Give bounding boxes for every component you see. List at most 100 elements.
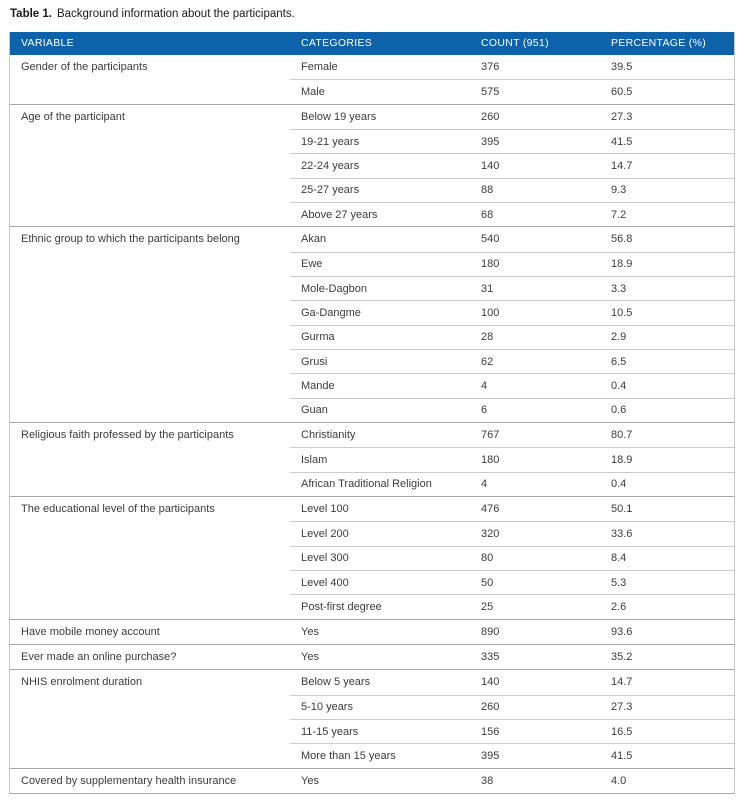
category-cell: More than 15 years <box>290 743 470 767</box>
percentage-cell: 35.2 <box>611 651 633 664</box>
variable-group: Covered by supplementary health insuranc… <box>10 767 734 793</box>
table-row: More than 15 years 395 41.5 <box>10 743 734 767</box>
table-row: Gender of the participants Female 376 39.5 <box>10 55 734 79</box>
category-cell: Level 400 <box>290 569 470 594</box>
variable-cell <box>10 202 290 226</box>
variable-cell <box>10 472 290 496</box>
percentage-cell: 7.2 <box>600 201 734 226</box>
table-row: Level 400 50 5.3 <box>10 569 734 594</box>
percentage-cell: 2.6 <box>600 594 734 618</box>
variable-cell <box>10 546 290 570</box>
count-cell: 88 <box>470 177 600 202</box>
column-header-categories: CATEGORIES <box>301 37 373 49</box>
category-cell: 19-21 years <box>290 128 470 153</box>
count-cell: 376 <box>481 61 500 74</box>
count-cell: 68 <box>470 201 600 226</box>
count-cell: 260 <box>481 110 500 123</box>
variable-cell: NHIS enrolment duration <box>21 676 143 689</box>
variable-cell <box>10 178 290 202</box>
category-cell: Level 100 <box>301 503 349 516</box>
percentage-cell: 0.4 <box>600 373 734 397</box>
percentage-cell: 9.3 <box>600 177 734 202</box>
percentage-cell: 3.3 <box>600 275 734 300</box>
table-row: Mole-Dagbon 31 3.3 <box>10 275 734 300</box>
variable-cell <box>10 252 290 276</box>
variable-cell: Covered by supplementary health insuranc… <box>21 774 237 787</box>
variable-group: Have mobile money account Yes 890 93.6 <box>10 618 734 644</box>
count-cell: 4 <box>470 373 600 397</box>
table-row: Above 27 years 68 7.2 <box>10 201 734 226</box>
category-cell: Male <box>290 79 470 103</box>
variable-cell <box>10 521 290 545</box>
count-cell: 38 <box>481 774 494 787</box>
count-cell: 31 <box>470 275 600 300</box>
variable-group: Ethnic group to which the participants b… <box>10 226 734 422</box>
variable-group: Religious faith professed by the partici… <box>10 421 734 496</box>
variable-cell <box>10 570 290 594</box>
table-row: The educational level of the participant… <box>10 497 734 521</box>
table-row: Ever made an online purchase? Yes 335 35.2 <box>10 645 734 669</box>
table-row: 22-24 years 140 14.7 <box>10 153 734 177</box>
variable-cell <box>10 325 290 349</box>
percentage-cell: 10.5 <box>600 300 734 324</box>
percentage-cell: 39.5 <box>611 61 633 74</box>
table-row: Level 300 80 8.4 <box>10 545 734 570</box>
count-cell: 140 <box>470 153 600 177</box>
category-cell: Christianity <box>301 429 356 442</box>
count-cell: 100 <box>470 300 600 324</box>
category-cell: Guan <box>290 397 470 422</box>
variable-group: The educational level of the participant… <box>10 495 734 619</box>
table-caption: Table 1. Background information about the… <box>10 8 295 20</box>
category-cell: Ga-Dangme <box>290 300 470 324</box>
count-cell: 180 <box>470 447 600 471</box>
count-cell: 335 <box>481 651 500 664</box>
percentage-cell: 4.0 <box>611 774 627 787</box>
category-cell: African Traditional Religion <box>290 471 470 496</box>
variable-cell <box>10 695 290 719</box>
percentage-cell: 27.3 <box>611 110 633 123</box>
variable-cell <box>10 276 290 300</box>
category-cell: Akan <box>301 233 327 246</box>
variable-cell <box>10 153 290 177</box>
percentage-cell: 5.3 <box>600 569 734 594</box>
percentage-cell: 41.5 <box>600 743 734 767</box>
variable-cell <box>10 129 290 153</box>
percentage-cell: 56.8 <box>611 233 633 246</box>
variable-cell <box>10 349 290 373</box>
variable-group: NHIS enrolment duration Below 5 years 140 1… <box>10 669 734 767</box>
participants-table: VARIABLE CATEGORIES COUNT (951) PERCENTAGE … <box>9 32 735 794</box>
percentage-cell: 18.9 <box>600 251 734 276</box>
variable-group: Ever made an online purchase? Yes 335 35.2 <box>10 643 734 669</box>
category-cell: 22-24 years <box>290 153 470 177</box>
variable-cell <box>10 743 290 767</box>
variable-cell <box>10 373 290 397</box>
column-header-variable: VARIABLE <box>21 37 74 49</box>
table-row: 5-10 years 260 27.3 <box>10 694 734 719</box>
variable-cell: Ethnic group to which the participants b… <box>21 233 240 246</box>
table-row: Ethnic group to which the participants b… <box>10 227 734 251</box>
variable-cell <box>10 594 290 618</box>
table-row: Covered by supplementary health insuranc… <box>10 769 734 793</box>
percentage-cell: 16.5 <box>600 718 734 743</box>
variable-cell: Gender of the participants <box>21 61 148 74</box>
table-row: Grusi 62 6.5 <box>10 348 734 373</box>
variable-group: Age of the participant Below 19 years 260 2… <box>10 103 734 227</box>
variable-cell: Age of the participant <box>21 110 125 123</box>
table-row: Male 575 60.5 <box>10 79 734 103</box>
category-cell: Gurma <box>290 324 470 349</box>
table-row: Age of the participant Below 19 years 260 2… <box>10 105 734 129</box>
category-cell: Grusi <box>290 348 470 373</box>
percentage-cell: 93.6 <box>611 625 633 638</box>
percentage-cell: 27.3 <box>600 694 734 719</box>
category-cell: Below 5 years <box>301 676 371 689</box>
percentage-cell: 2.9 <box>600 324 734 349</box>
table-caption-text: Background information about the partici… <box>56 8 295 20</box>
count-cell: 890 <box>481 625 500 638</box>
percentage-cell: 80.7 <box>611 429 633 442</box>
count-cell: 395 <box>470 743 600 767</box>
percentage-cell: 8.4 <box>600 545 734 570</box>
count-cell: 25 <box>470 594 600 618</box>
table-row: Post-first degree 25 2.6 <box>10 594 734 618</box>
table-row: 19-21 years 395 41.5 <box>10 128 734 153</box>
table-header: VARIABLE CATEGORIES COUNT (951) PERCENTAGE … <box>10 32 734 55</box>
